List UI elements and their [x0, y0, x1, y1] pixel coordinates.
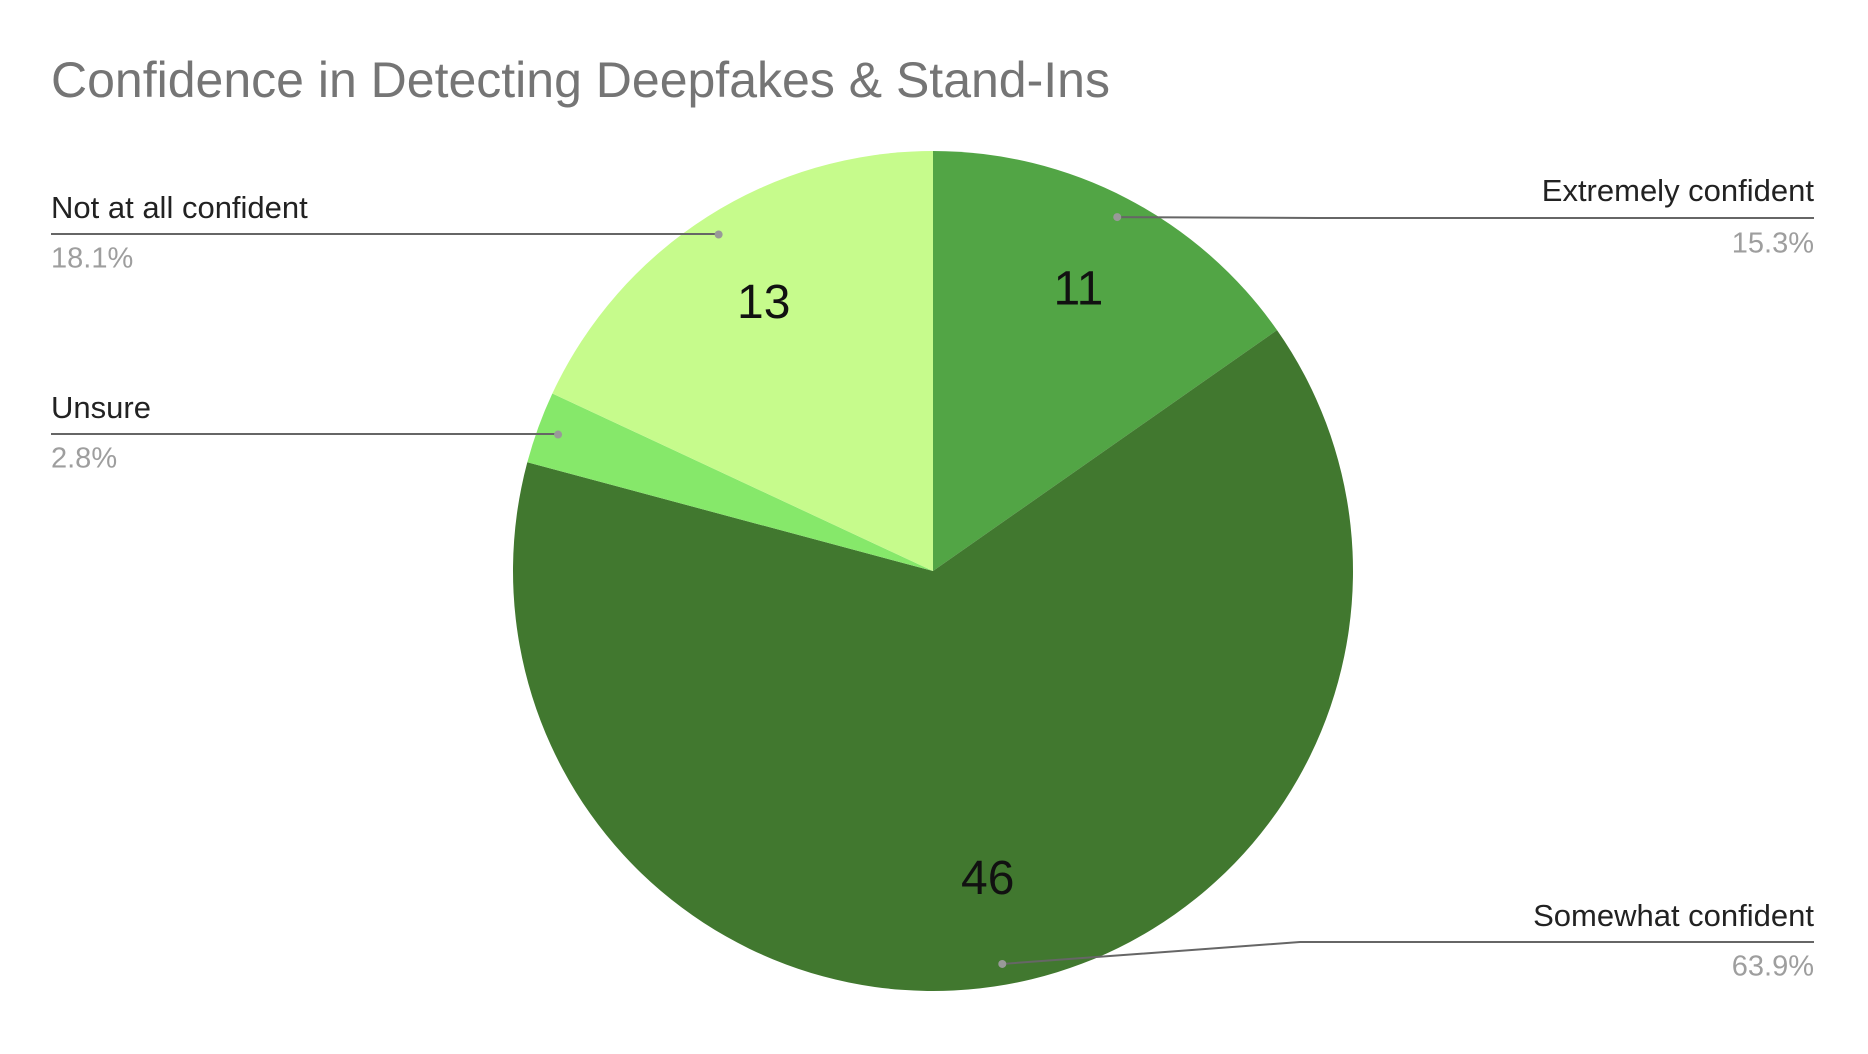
percent-label: 15.3% [1732, 228, 1814, 260]
percent-label: 18.1% [51, 243, 133, 275]
legend-label: Extremely confident [1542, 173, 1815, 208]
slice-value-label: 13 [737, 276, 790, 329]
pie-slice [513, 330, 1353, 991]
pie-slice [552, 150, 933, 572]
slice-value-label: 46 [961, 852, 1014, 905]
leader-dot [554, 430, 563, 439]
percent-label: 2.8% [51, 443, 117, 475]
percent-label: 63.9% [1732, 951, 1814, 983]
pie-slice [933, 151, 1278, 571]
legend-label: Unsure [51, 390, 151, 425]
leader-dot [714, 230, 723, 239]
chart-title: Confidence in Detecting Deepfakes & Stan… [51, 52, 1110, 108]
slice-value-label: 11 [1054, 262, 1104, 315]
leader-line [51, 433, 560, 435]
leader-dot [1113, 213, 1122, 222]
leader-dot [998, 959, 1007, 968]
legend-label: Somewhat confident [1533, 898, 1814, 933]
legend-label: Not at all confident [51, 190, 308, 225]
leader-line [1117, 216, 1814, 219]
leader-line [1002, 941, 1814, 965]
pie-slice [527, 393, 933, 571]
